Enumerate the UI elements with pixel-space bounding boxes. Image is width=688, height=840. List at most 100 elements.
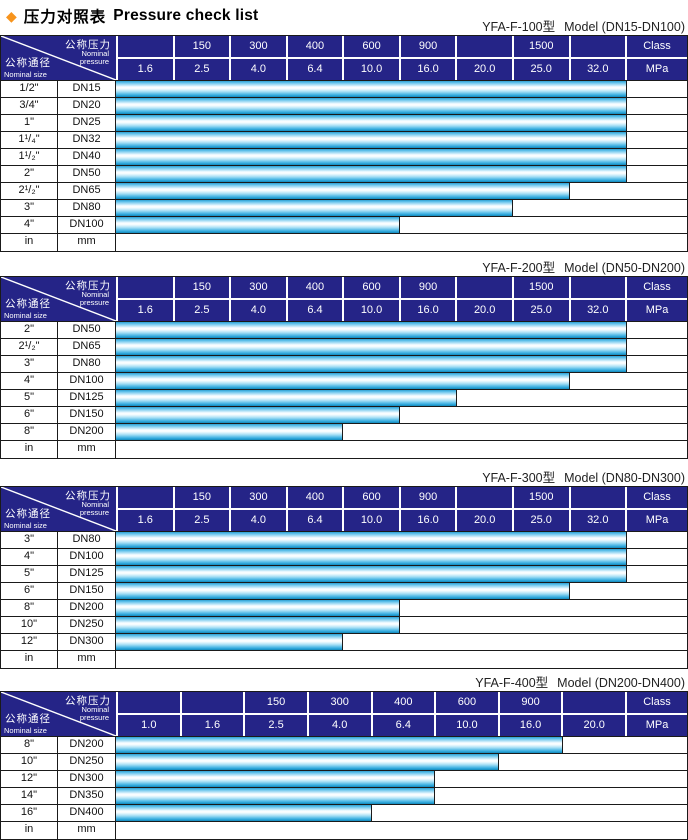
- corner-size-en: Nominal size: [4, 70, 47, 79]
- mpa-value-cell: 16.0: [400, 510, 456, 531]
- table-title: YFA-F-200型 Model (DN50-DN200): [0, 261, 688, 276]
- class-value-cell: 1500: [513, 487, 569, 510]
- corner-pressure-en: Nominal pressure: [79, 500, 109, 517]
- dn-cell: DN65: [58, 183, 116, 199]
- class-value-cell: 900: [499, 692, 562, 715]
- table-row: in mm: [1, 822, 687, 839]
- diagonal-divider: [1, 692, 116, 736]
- mpa-value-cell: 1.6: [181, 715, 244, 736]
- dn-cell: DN50: [58, 322, 116, 338]
- pressure-column: 600 10.0: [342, 277, 399, 321]
- pressure-table-section: YFA-F-100型 Model (DN15-DN100) 公称压力 Nomina…: [0, 20, 688, 252]
- size-cell: 8": [1, 424, 58, 440]
- page-title: ◆ 压力对照表 Pressure check list: [6, 5, 258, 27]
- mpa-value-cell: 6.4: [372, 715, 435, 736]
- pressure-column: 20.0: [455, 277, 512, 321]
- bar-zone: [116, 98, 687, 114]
- dn-cell: DN15: [58, 81, 116, 97]
- dn-cell: DN125: [58, 566, 116, 582]
- pressure-column: 150 2.5: [243, 692, 307, 736]
- class-value-cell: [118, 692, 180, 715]
- table-body: 8" DN200 10" DN250 12" DN300 14" DN350 1…: [1, 737, 687, 839]
- pressure-range-bar: [116, 200, 514, 216]
- pressure-column: 600 10.0: [342, 487, 399, 531]
- pressure-range-bar: [116, 754, 500, 770]
- pressure-range-bar: [116, 166, 627, 182]
- pressure-column: 32.0: [568, 36, 626, 80]
- class-value-cell: 1500: [513, 36, 569, 59]
- pressure-table-section: YFA-F-200型 Model (DN50-DN200) 公称压力 Nomina…: [0, 261, 688, 459]
- dn-cell: DN400: [58, 805, 116, 821]
- pressure-column: 400 6.4: [285, 277, 343, 321]
- bar-zone: [116, 424, 687, 440]
- dn-cell: DN25: [58, 115, 116, 131]
- dn-cell: DN125: [58, 390, 116, 406]
- mpa-value-cell: 20.0: [457, 510, 512, 531]
- class-value-cell: 300: [231, 36, 286, 59]
- pressure-range-bar: [116, 407, 400, 423]
- corner-pressure-en: Nominal pressure: [79, 49, 109, 66]
- mpa-value-cell: 16.0: [499, 715, 562, 736]
- class-value-cell: 300: [231, 487, 286, 510]
- mpa-unit-cell: MPa: [627, 715, 687, 736]
- dn-cell: DN200: [58, 737, 116, 753]
- class-value-cell: 300: [231, 277, 286, 300]
- pressure-range-bar: [116, 356, 627, 372]
- pressure-column: 1.6: [179, 692, 244, 736]
- size-cell: 2": [1, 322, 58, 338]
- pressure-column: 1.0: [116, 692, 180, 736]
- bar-zone: [116, 617, 687, 633]
- corner-size-en: Nominal size: [4, 521, 47, 530]
- table-title-range: Model (DN15-DN100): [564, 20, 685, 34]
- mpa-value-cell: 6.4: [287, 300, 343, 321]
- bar-zone: [116, 549, 687, 565]
- diagonal-divider: [1, 487, 116, 531]
- mpa-value-cell: 2.5: [245, 715, 307, 736]
- pressure-column: 900 16.0: [398, 277, 456, 321]
- table-header: 公称压力 Nominal pressure 公称通径 Nominal size …: [1, 487, 687, 532]
- class-unit-cell: Class: [627, 692, 687, 715]
- bar-zone: [116, 407, 687, 423]
- size-cell: 5": [1, 390, 58, 406]
- pressure-column: 1.6: [116, 277, 173, 321]
- size-cell: 1": [1, 115, 58, 131]
- size-cell: 16": [1, 805, 58, 821]
- pressure-range-bar: [116, 617, 400, 633]
- bar-zone: [116, 322, 687, 338]
- size-cell: 10": [1, 754, 58, 770]
- table-header: 公称压力 Nominal pressure 公称通径 Nominal size …: [1, 36, 687, 81]
- class-value-cell: 600: [436, 692, 498, 715]
- size-cell: 12": [1, 771, 58, 787]
- pressure-column: 1500 25.0: [511, 277, 569, 321]
- mpa-value-cell: 32.0: [570, 510, 626, 531]
- mpa-value-cell: 1.0: [118, 715, 180, 736]
- class-value-cell: [570, 487, 626, 510]
- mpa-value-cell: 10.0: [344, 510, 399, 531]
- mpa-value-cell: 10.0: [344, 300, 399, 321]
- table-row: 2" DN50: [1, 322, 687, 339]
- table-row: 4" DN100: [1, 373, 687, 390]
- corner-pressure-en: Nominal pressure: [79, 290, 109, 307]
- class-value-cell: 900: [400, 36, 456, 59]
- table-row: 2" DN50: [1, 166, 687, 183]
- table-title: YFA-F-100型 Model (DN15-DN100): [0, 20, 688, 35]
- size-cell: in: [1, 234, 58, 251]
- bar-zone: [116, 166, 687, 182]
- mpa-value-cell: 1.6: [118, 510, 173, 531]
- dn-cell: mm: [58, 822, 116, 839]
- corner-header-cell: 公称压力 Nominal pressure 公称通径 Nominal size: [1, 36, 116, 80]
- pressure-column: 400 6.4: [370, 692, 435, 736]
- class-unit-cell: Class: [627, 487, 687, 510]
- class-value-cell: [570, 36, 626, 59]
- table-row: 12" DN300: [1, 634, 687, 651]
- mpa-value-cell: 6.4: [287, 59, 343, 80]
- class-value-cell: 150: [245, 692, 307, 715]
- corner-pressure-zh: 公称压力: [65, 490, 111, 502]
- corner-size-en: Nominal size: [4, 726, 47, 735]
- mpa-value-cell: 20.0: [563, 715, 625, 736]
- bar-zone: [116, 600, 687, 616]
- bar-zone: [116, 149, 687, 165]
- class-value-cell: 300: [308, 692, 371, 715]
- class-value-cell: 150: [174, 36, 230, 59]
- size-cell: 3": [1, 200, 58, 216]
